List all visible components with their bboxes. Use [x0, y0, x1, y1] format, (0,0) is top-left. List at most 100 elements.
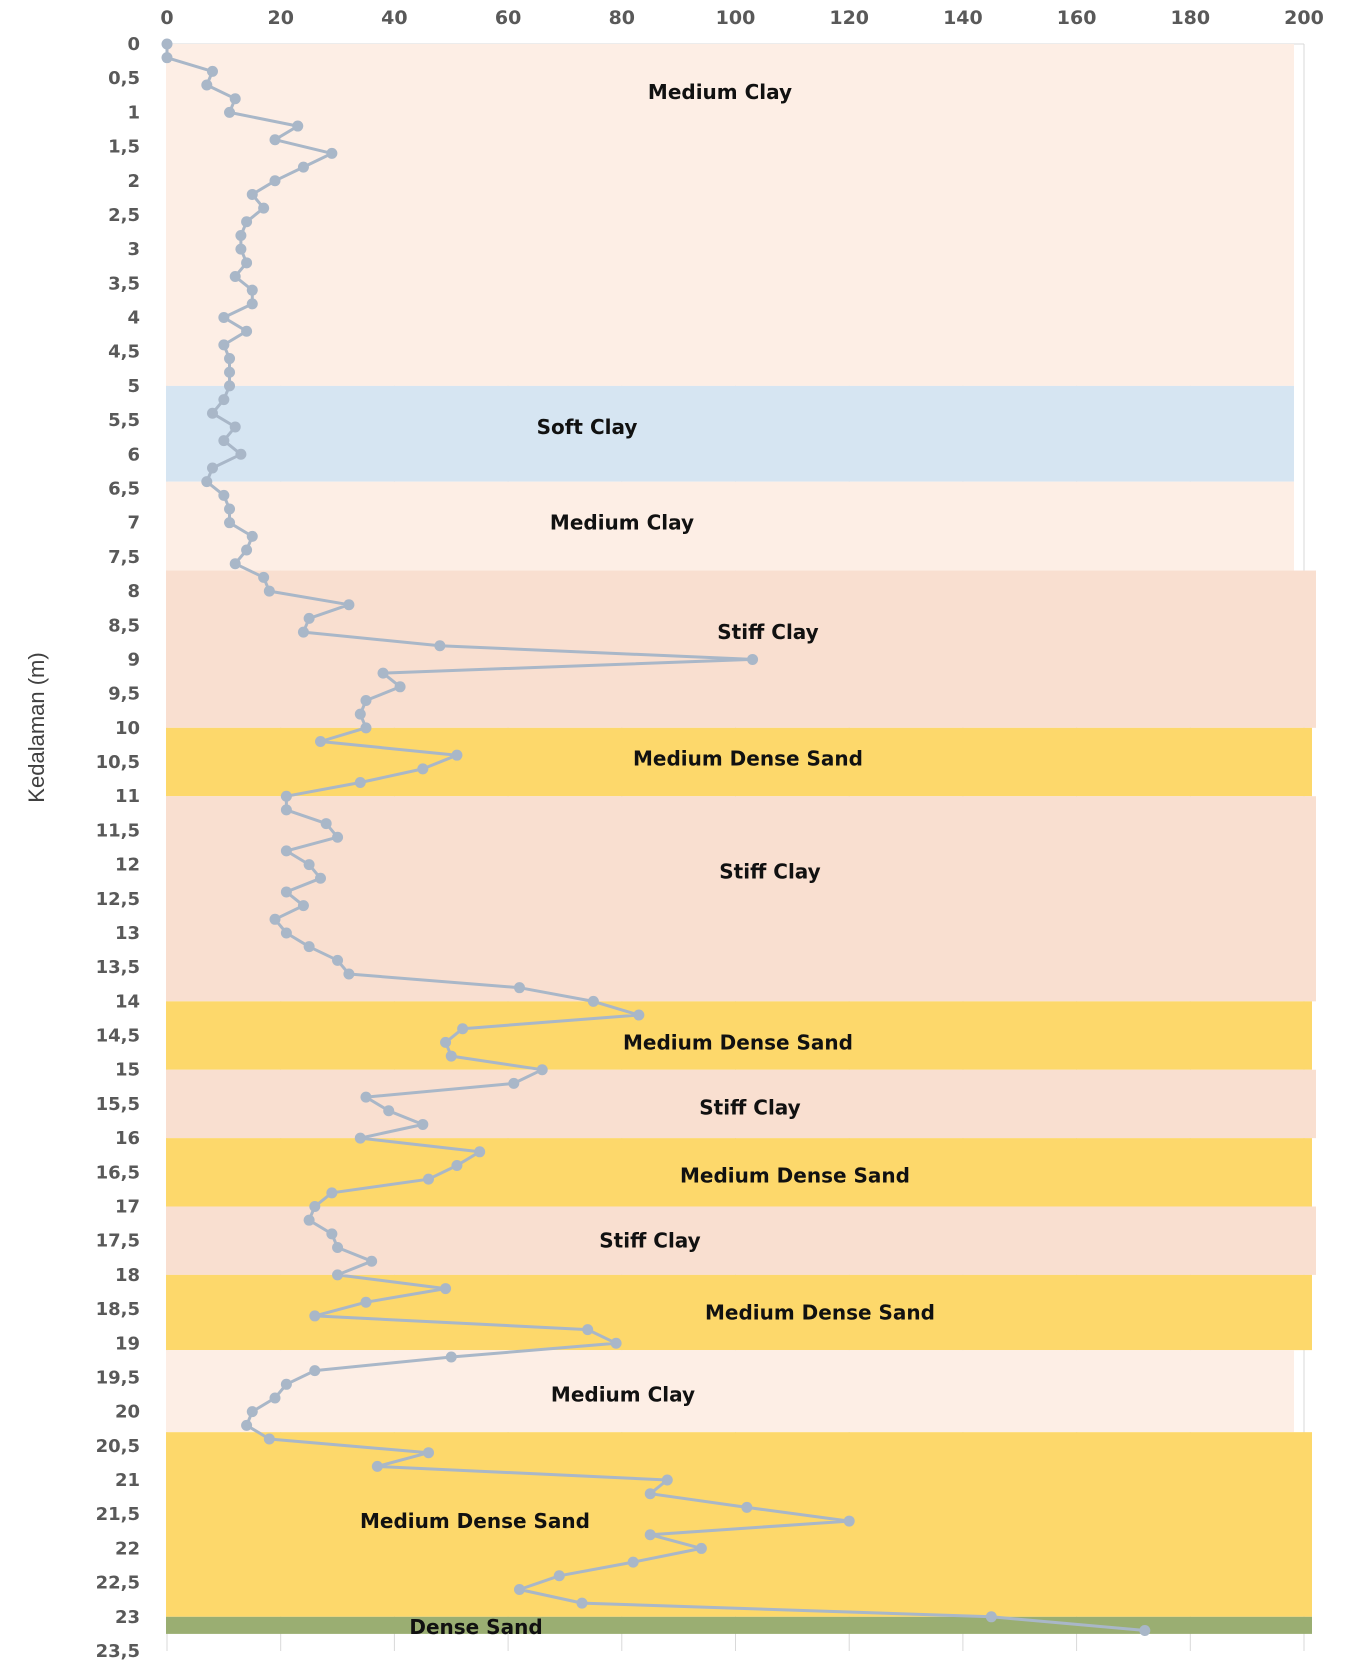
data-point-87	[326, 1228, 338, 1240]
data-point-107	[741, 1501, 753, 1513]
data-point-18	[246, 284, 258, 296]
data-point-34	[224, 503, 236, 515]
y-tick-label-32: 16	[115, 1128, 140, 1149]
y-tick-label-24: 12	[115, 855, 140, 876]
layer-label-12: Medium Dense Sand	[360, 1509, 590, 1533]
y-tick-label-7: 3,5	[108, 273, 140, 294]
data-point-101	[241, 1419, 253, 1431]
y-tick-label-43: 21,5	[96, 1504, 140, 1525]
data-point-23	[224, 353, 236, 365]
data-point-1	[161, 52, 173, 64]
y-tick-label-39: 19,5	[96, 1367, 140, 1388]
data-point-94	[582, 1324, 594, 1336]
data-point-14	[235, 229, 247, 241]
layer-band-1	[166, 385, 1294, 482]
data-point-72	[457, 1023, 469, 1035]
data-point-39	[258, 571, 270, 583]
data-point-36	[246, 530, 258, 542]
data-point-115	[985, 1611, 997, 1623]
y-tick-label-13: 6,5	[108, 478, 140, 499]
data-point-98	[280, 1378, 292, 1390]
data-point-38	[229, 558, 241, 570]
y-tick-label-46: 23	[115, 1607, 140, 1628]
data-point-114	[576, 1597, 588, 1609]
data-point-40	[263, 585, 275, 597]
data-point-35	[224, 517, 236, 529]
data-point-31	[206, 462, 218, 474]
data-point-70	[587, 995, 599, 1007]
x-tick-label-6: 120	[829, 7, 869, 29]
y-tick-label-45: 22,5	[96, 1573, 140, 1594]
layer-label-11: Medium Clay	[551, 1383, 695, 1407]
x-tick-label-2: 40	[381, 7, 407, 29]
y-tick-label-4: 2	[127, 171, 140, 192]
data-point-58	[332, 831, 344, 843]
y-tick-label-0: 0	[127, 34, 140, 55]
layer-label-2: Medium Clay	[550, 511, 694, 535]
y-tick-label-2: 1	[127, 102, 140, 123]
data-point-110	[695, 1542, 707, 1554]
x-tick-label-0: 0	[160, 7, 173, 29]
y-tick-label-29: 14,5	[96, 1026, 140, 1047]
layer-label-10: Medium Dense Sand	[705, 1301, 935, 1325]
x-tick-label-1: 20	[267, 7, 293, 29]
y-tick-label-8: 4	[127, 308, 140, 329]
data-point-8	[326, 147, 338, 159]
data-point-89	[366, 1255, 378, 1267]
data-point-16	[241, 257, 253, 269]
data-point-27	[206, 407, 218, 419]
y-tick-label-27: 13,5	[96, 957, 140, 978]
layer-band-10	[166, 1274, 1312, 1351]
data-point-60	[303, 859, 315, 871]
x-tick-label-7: 140	[943, 7, 983, 29]
data-point-78	[383, 1105, 395, 1117]
layer-label-9: Stiff Clay	[599, 1229, 700, 1253]
y-tick-label-17: 8,5	[108, 615, 140, 636]
layer-label-1: Soft Clay	[537, 415, 638, 439]
y-tick-label-31: 15,5	[96, 1094, 140, 1115]
data-point-93	[309, 1310, 321, 1322]
y-tick-label-5: 2,5	[108, 205, 140, 226]
layer-band-5	[166, 796, 1316, 1002]
y-tick-label-9: 4,5	[108, 342, 140, 363]
data-point-2	[206, 65, 218, 77]
data-point-43	[297, 626, 309, 638]
x-tick-label-3: 60	[495, 7, 521, 29]
data-point-83	[423, 1173, 435, 1185]
y-tick-label-11: 5,5	[108, 410, 140, 431]
data-point-71	[633, 1009, 645, 1021]
data-point-85	[309, 1201, 321, 1213]
data-point-46	[377, 667, 389, 679]
y-tick-label-3: 1,5	[108, 137, 140, 158]
data-point-92	[360, 1296, 372, 1308]
data-point-106	[644, 1488, 656, 1500]
data-point-26	[218, 394, 230, 406]
data-point-67	[332, 954, 344, 966]
data-point-12	[258, 202, 270, 214]
data-point-66	[303, 941, 315, 953]
data-point-48	[360, 694, 372, 706]
layer-band-12	[166, 1432, 1312, 1617]
data-point-44	[434, 640, 446, 652]
y-tick-label-12: 6	[127, 444, 140, 465]
x-tick-label-10: 200	[1284, 7, 1324, 29]
data-point-15	[235, 243, 247, 255]
layer-band-7	[166, 1069, 1316, 1139]
data-point-90	[332, 1269, 344, 1281]
data-point-105	[661, 1474, 673, 1486]
data-point-59	[280, 845, 292, 857]
data-point-116	[1139, 1624, 1151, 1636]
cone-resistance-series	[161, 38, 1151, 1636]
y-tick-label-20: 10	[115, 718, 140, 739]
data-point-63	[297, 900, 309, 912]
data-point-29	[218, 435, 230, 447]
data-point-97	[309, 1365, 321, 1377]
y-tick-label-25: 12,5	[96, 889, 140, 910]
layer-label-13: Dense Sand	[409, 1615, 542, 1639]
data-point-41	[343, 599, 355, 611]
x-tick-label-8: 160	[1057, 7, 1097, 29]
y-tick-label-1: 0,5	[108, 68, 140, 89]
y-tick-label-18: 9	[127, 649, 140, 670]
data-point-84	[326, 1187, 338, 1199]
